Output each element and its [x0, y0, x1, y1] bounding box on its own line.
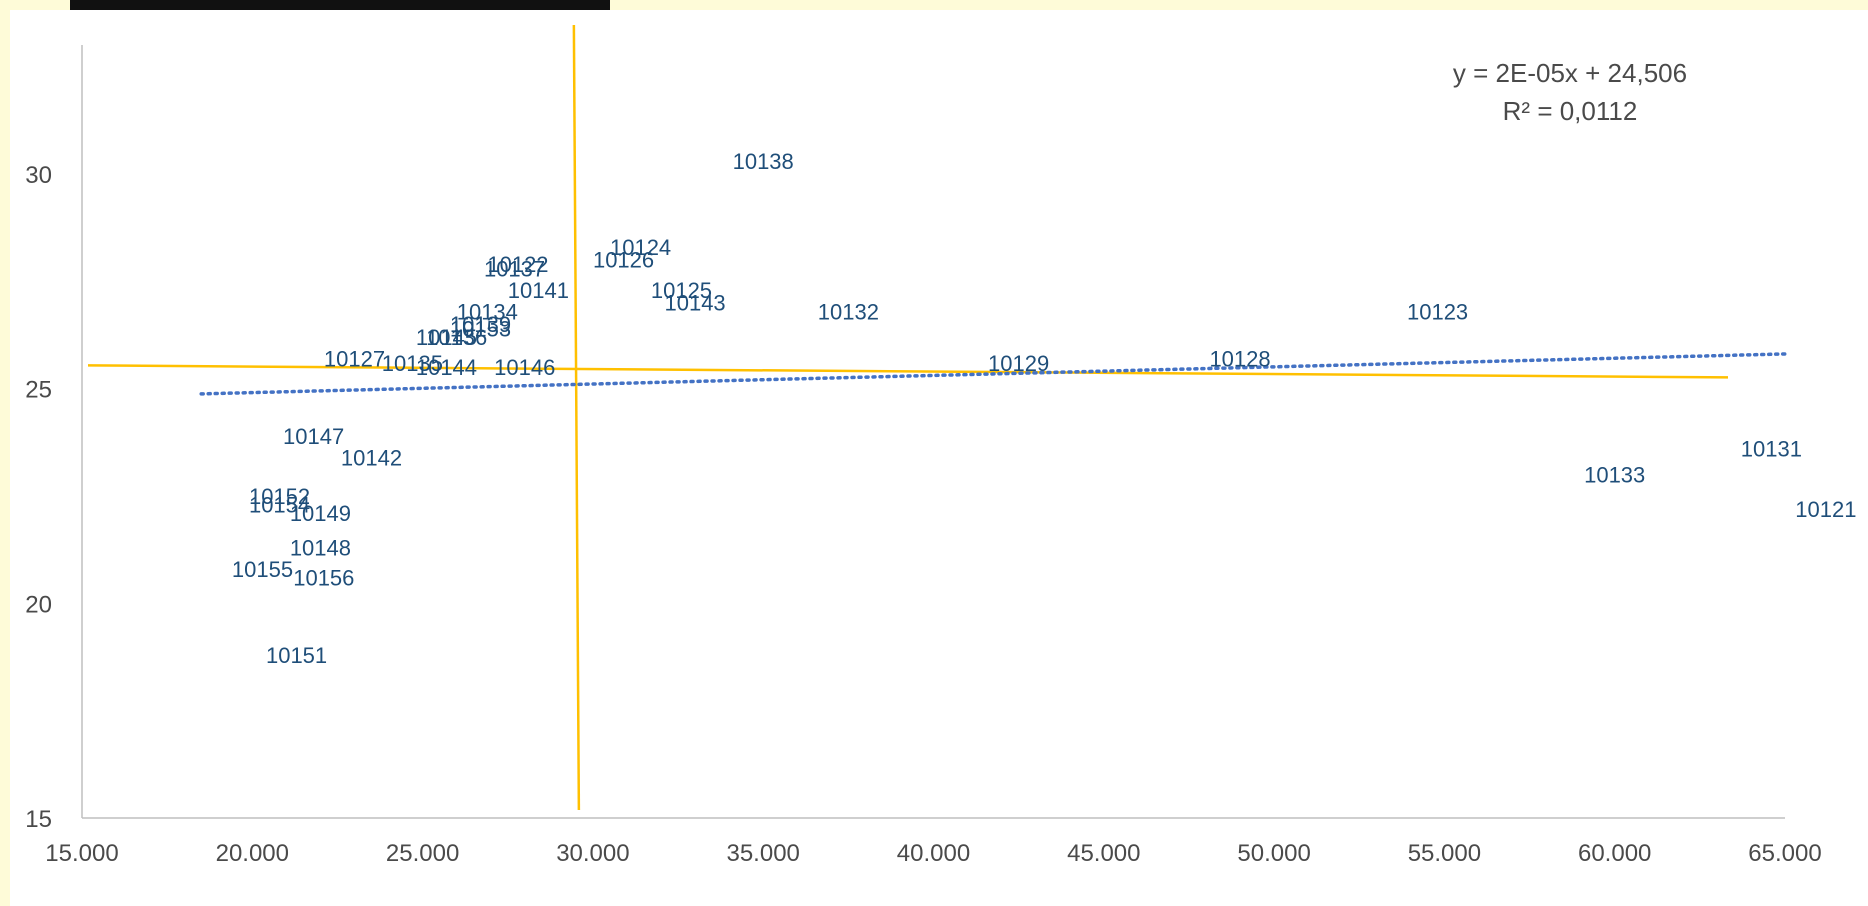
data-point-label: 10144: [416, 355, 477, 380]
x-tick-label: 15.000: [45, 840, 118, 867]
trendline-group: [199, 352, 1787, 396]
chart-area: [10, 10, 1868, 906]
y-tick-label: 15: [25, 806, 52, 833]
data-point-label: 10154: [249, 493, 310, 518]
data-point-label: 10149: [290, 501, 351, 526]
x-tick-label: 55.000: [1408, 840, 1481, 867]
data-point-label: 10139: [450, 312, 511, 337]
data-point-label: 10155: [232, 557, 293, 582]
data-point-label: 10134: [457, 299, 518, 324]
data-point-label: 10143: [664, 291, 725, 316]
x-tick-label: 65.000: [1748, 840, 1821, 867]
y-tick-label: 25: [25, 377, 52, 404]
data-point-label: 10124: [610, 235, 671, 260]
data-point-label: 10129: [988, 351, 1049, 376]
data-point-label: 10142: [341, 445, 402, 470]
x-tick-label: 45.000: [1067, 840, 1140, 867]
slide-title-fragment: [70, 0, 610, 10]
x-tick-label: 25.000: [386, 840, 459, 867]
reference-lines: [87, 24, 1729, 811]
data-point-label: 10141: [508, 278, 569, 303]
x-tick-label: 50.000: [1237, 840, 1310, 867]
x-tick-label: 30.000: [556, 840, 629, 867]
data-point-label: 10128: [1209, 346, 1270, 371]
data-point-label: 10151: [266, 643, 327, 668]
data-point-label: 10156: [293, 566, 354, 591]
data-point-label: 10121: [1795, 497, 1856, 522]
data-point-label: 10133: [1584, 462, 1645, 487]
data-point-label: 10135: [382, 351, 443, 376]
trendline-r-squared-text: R² = 0,0112: [1503, 96, 1638, 126]
y-tick-labels: 15 20 25 30: [25, 162, 52, 833]
trendline-equation-text: y = 2E-05x + 24,506: [1453, 58, 1687, 88]
vertical-reference-line: [572, 24, 581, 811]
data-point-label: 10126: [593, 248, 654, 273]
data-point-label: 10125: [651, 278, 712, 303]
data-point-label: 10152: [249, 484, 310, 509]
data-point-label: 10136: [426, 325, 487, 350]
horizontal-reference-line: [87, 364, 1729, 379]
data-point-label: 10132: [818, 299, 879, 324]
data-point-label: 10138: [733, 149, 794, 174]
data-point-label: 10122: [487, 252, 548, 277]
data-point-label: 10137: [484, 256, 545, 281]
trendline-equation: y = 2E-05x + 24,506 R² = 0,0112: [1453, 58, 1687, 126]
data-point-label: 10148: [290, 535, 351, 560]
data-point-label: 10123: [1407, 299, 1468, 324]
x-tick-label: 60.000: [1578, 840, 1651, 867]
data-point-label: 10153: [450, 316, 511, 341]
y-tick-label: 30: [25, 162, 52, 189]
data-point-label: 10146: [494, 355, 555, 380]
x-tick-label: 35.000: [726, 840, 799, 867]
axes: [81, 45, 1785, 819]
trendline: [199, 352, 1787, 396]
x-tick-label: 40.000: [897, 840, 970, 867]
y-tick-label: 20: [25, 591, 52, 618]
x-tick-label: 20.000: [216, 840, 289, 867]
data-point-label: 10147: [283, 424, 344, 449]
data-point-label: 10131: [1741, 437, 1802, 462]
data-point-label: 10127: [324, 346, 385, 371]
data-point-label: 10145: [416, 325, 477, 350]
x-tick-labels: 15.000 20.000 25.000 30.000 35.000 40.000 45.0…: [45, 840, 1821, 867]
